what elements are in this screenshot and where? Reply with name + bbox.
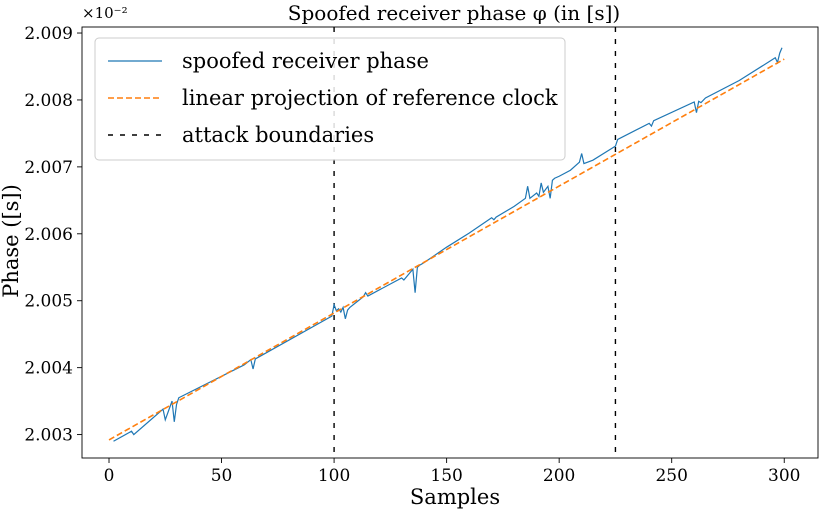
legend-label-spoofed-phase: spoofed receiver phase — [182, 49, 429, 73]
y-tick-label: 2.003 — [24, 426, 73, 446]
legend: spoofed receiver phase linear projection … — [94, 37, 566, 161]
x-tick-label: 50 — [211, 466, 233, 486]
x-tick-label: 150 — [430, 466, 462, 486]
x-tick-label: 0 — [104, 466, 115, 486]
reference-projection-line — [108, 58, 785, 441]
plot-frame — [81, 26, 819, 459]
y-tick-label: 2.007 — [24, 158, 73, 178]
y-tick-label: 2.004 — [24, 359, 73, 379]
spoofed-phase-line — [113, 47, 783, 442]
chart-title: Spoofed receiver phase φ (in [s]) — [288, 1, 620, 25]
y-tick-label: 2.005 — [24, 292, 73, 312]
plot-area: 0 50 100 150 200 250 300 2.003 2.004 2.005 2.006 2.… — [24, 24, 819, 486]
y-tick-label: 2.008 — [24, 91, 73, 111]
legend-label-reference-projection: linear projection of reference clock — [182, 86, 558, 110]
y-axis-scale-label: ×10⁻² — [82, 4, 128, 22]
y-tick-label: 2.009 — [24, 24, 73, 44]
x-tick-label: 100 — [318, 466, 350, 486]
y-axis-label: Phase ([s]) — [0, 184, 23, 298]
y-tick-label: 2.006 — [24, 225, 73, 245]
x-tick-label: 300 — [768, 466, 800, 486]
x-tick-label: 200 — [543, 466, 575, 486]
legend-box — [94, 37, 566, 161]
x-axis-label: Samples — [410, 485, 500, 509]
x-tick-label: 250 — [655, 466, 687, 486]
legend-label-attack-boundaries: attack boundaries — [182, 123, 374, 147]
